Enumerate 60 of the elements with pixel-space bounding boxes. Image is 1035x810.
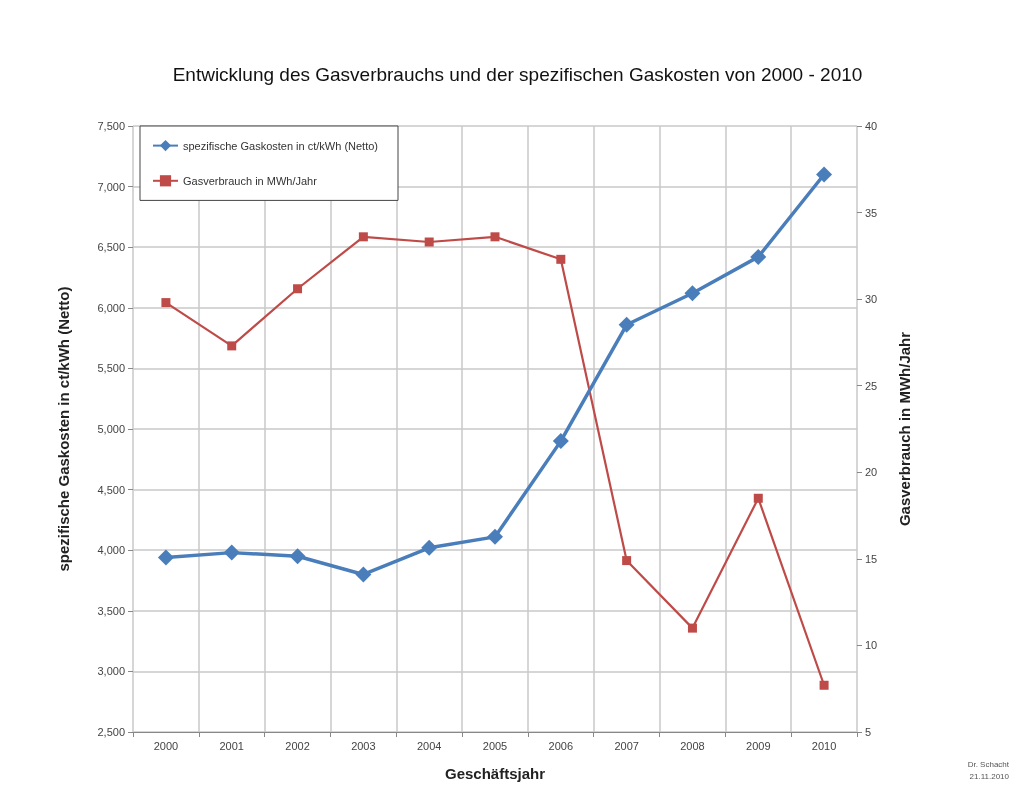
y-tick-label: 2,500 <box>97 726 125 738</box>
y-tick-label: 4,500 <box>97 483 125 496</box>
point <box>355 566 372 583</box>
x-axis-title: Geschäftsjahr <box>444 765 546 782</box>
x-tick-label: 2000 <box>153 739 179 752</box>
point <box>490 232 500 242</box>
x-tick-label: 2005 <box>482 739 508 752</box>
point <box>487 528 503 545</box>
point <box>750 248 767 265</box>
point <box>684 285 701 302</box>
point <box>622 556 632 566</box>
x-tick-label: 2006 <box>548 739 574 752</box>
point <box>293 284 303 294</box>
y-tick-label: 3,000 <box>97 665 125 678</box>
legend-label: spezifische Gaskosten in ct/kWh (Netto) <box>183 139 379 152</box>
x-tick-label: 2007 <box>614 739 639 752</box>
point <box>161 298 171 308</box>
x-tick-label: 2001 <box>219 739 244 752</box>
y-tick-label: 6,000 <box>97 301 125 314</box>
y2-tick-label: 40 <box>865 120 878 132</box>
y2-tick-label: 10 <box>865 639 878 652</box>
y2-tick-label: 5 <box>865 726 872 738</box>
point <box>687 623 697 633</box>
y-tick-label: 7,500 <box>97 120 125 132</box>
y2-tick-label: 20 <box>865 466 878 479</box>
point <box>819 680 829 690</box>
chart-title: Entwicklung des Gasverbrauchs und der spezifischen Gaskosten von 2000 - 2010 <box>172 64 863 85</box>
x-tick-label: 2009 <box>746 739 771 752</box>
point <box>223 544 240 561</box>
point <box>227 341 237 351</box>
y-tick-label: 7,000 <box>97 180 125 193</box>
text: Dr. Schacht <box>967 759 1010 769</box>
legend-label: Gasverbrauch in MWh/Jahr <box>183 174 318 187</box>
y-tick-label: 3,500 <box>97 604 125 617</box>
point <box>421 539 438 556</box>
y2-tick-label: 15 <box>865 552 878 565</box>
y-axis-title: spezifische Gaskosten in ct/kWh (Netto) <box>55 286 72 572</box>
y2-tick-label: 30 <box>865 293 878 306</box>
x-tick-label: 2010 <box>811 739 837 752</box>
text: 21.11.2010 <box>969 771 1010 781</box>
point <box>556 254 566 264</box>
y2-axis-title: Gasverbrauch in MWh/Jahr <box>896 331 913 527</box>
point <box>157 549 174 566</box>
point <box>618 316 635 333</box>
x-tick-label: 2002 <box>285 739 310 752</box>
y-tick-label: 4,000 <box>97 544 125 557</box>
x-tick-label: 2003 <box>351 739 376 752</box>
point <box>552 433 569 450</box>
y2-tick-label: 25 <box>865 379 878 392</box>
point <box>358 232 368 242</box>
point <box>816 166 833 183</box>
y-tick-label: 6,500 <box>97 241 125 254</box>
x-tick-label: 2008 <box>680 739 705 752</box>
x-tick-label: 2004 <box>416 739 442 752</box>
point <box>289 548 306 565</box>
y-tick-label: 5,500 <box>97 362 125 375</box>
y-tick-label: 5,000 <box>97 423 125 435</box>
y2-tick-label: 35 <box>865 206 878 219</box>
point <box>424 237 434 247</box>
point <box>753 493 763 503</box>
